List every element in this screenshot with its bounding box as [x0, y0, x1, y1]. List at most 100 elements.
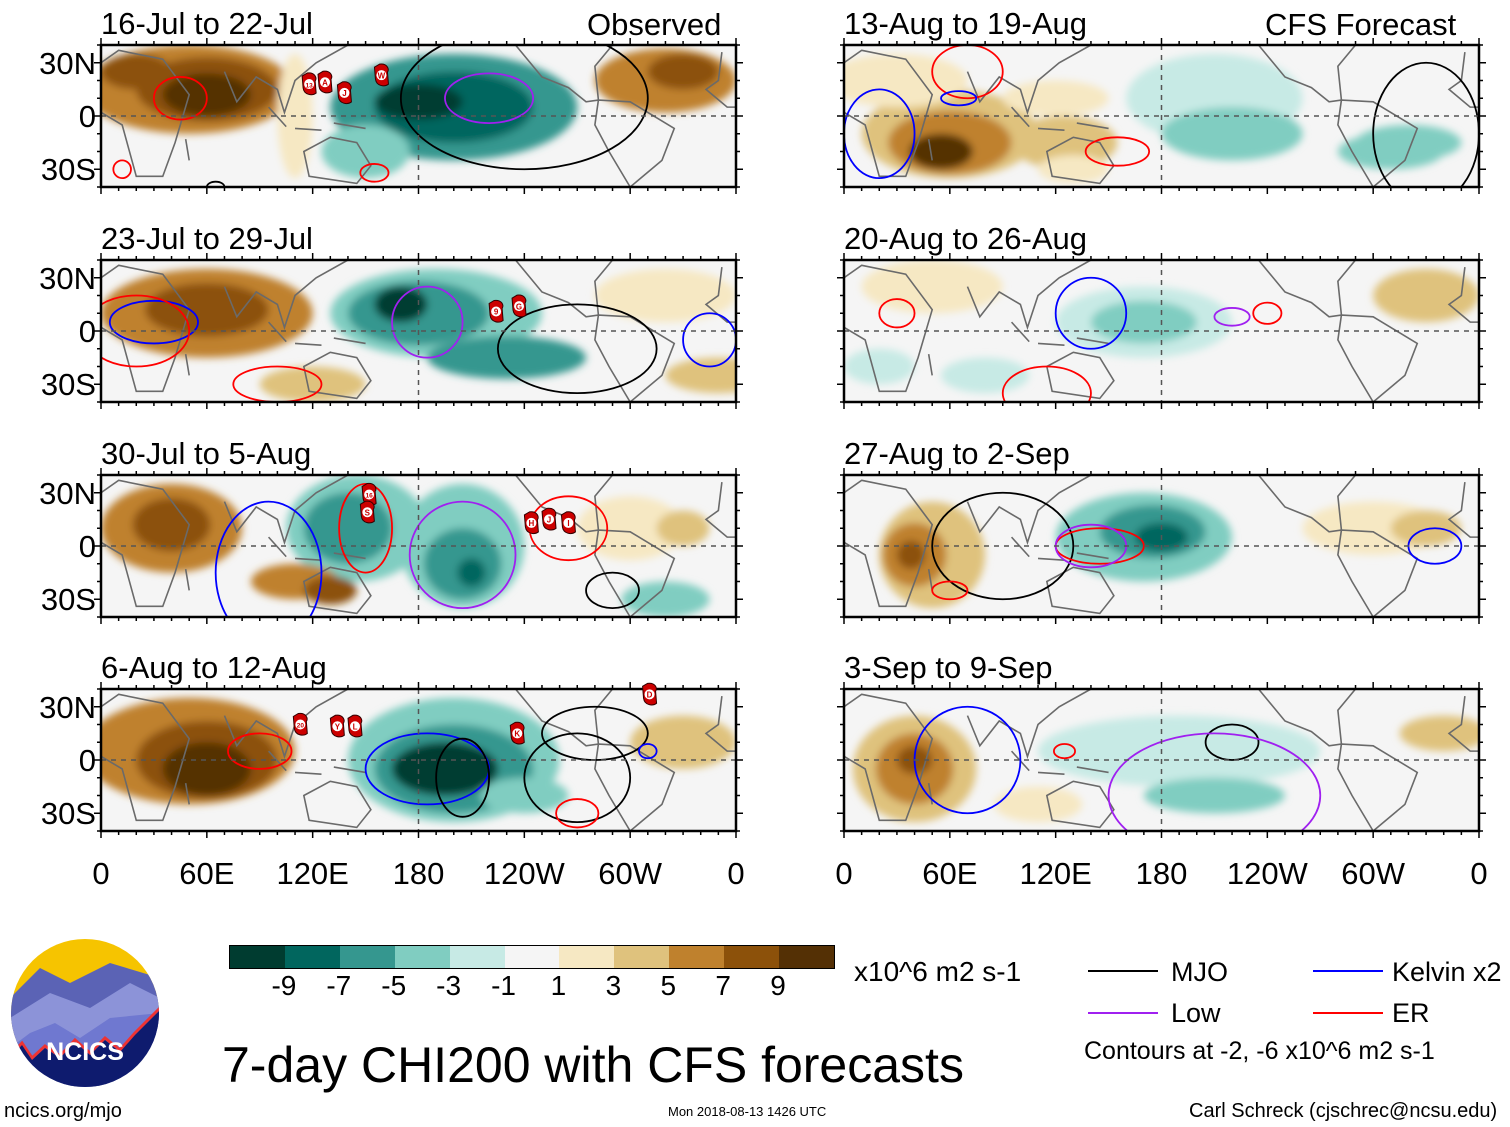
- contour-line: [523, 732, 632, 824]
- tropical-cyclone-icon: D: [642, 682, 658, 706]
- panel-title: 13-Aug to 19-Aug: [844, 6, 1088, 41]
- anomaly-region: [1143, 777, 1285, 814]
- anomaly-region: [594, 268, 736, 323]
- contour-line: [1001, 365, 1092, 402]
- panel-title: 3-Sep to 9-Sep: [844, 650, 1053, 685]
- tropical-cyclone-icon: H: [523, 511, 539, 535]
- anomaly-region: [844, 348, 915, 385]
- tropical-cyclone-icon: L: [347, 714, 363, 738]
- legend-label-mjo: MJO: [1171, 957, 1228, 987]
- colorbar-tick-label: -9: [271, 970, 297, 1001]
- contour-line: [682, 312, 736, 368]
- anomaly-region: [1161, 107, 1303, 161]
- colorbar-swatch: [394, 946, 451, 968]
- coastlines: [844, 45, 1479, 187]
- tropical-cyclone-icon: K: [509, 721, 525, 745]
- contour-line: [1084, 136, 1151, 167]
- lon-tick-label: 120W: [1226, 856, 1308, 891]
- colorbar-tick-label: 1: [550, 970, 567, 1001]
- contour-line: [844, 88, 916, 180]
- colorbar-swatch: [230, 946, 286, 968]
- tropical-cyclone-icon: S: [359, 500, 375, 524]
- contour-line: [435, 737, 490, 818]
- legend-line-er: [1313, 1012, 1383, 1014]
- contour-line: [153, 76, 208, 121]
- tropical-cyclone-icon: Y: [329, 714, 345, 738]
- anomaly-region: [630, 715, 736, 769]
- anomaly-region: [909, 133, 973, 170]
- colorbar-swatch: [669, 946, 726, 968]
- colorbar-tick-label: 5: [660, 970, 677, 1001]
- coastlines: [101, 475, 736, 617]
- logo-text: NCICS: [46, 1038, 124, 1066]
- tropical-cyclone-icon: J: [336, 81, 352, 105]
- lat-tick-label: 30N: [39, 260, 96, 296]
- lon-tick-label: 0: [835, 856, 853, 891]
- panel-title: 20-Aug to 26-Aug: [844, 221, 1088, 256]
- lat-tick-label: 30S: [40, 582, 96, 618]
- anomaly-region: [303, 576, 357, 605]
- forecast-label: CFS Forecast: [1265, 7, 1457, 42]
- storm-label: K: [514, 730, 520, 739]
- contour-line: [931, 580, 969, 601]
- lat-tick-label: 30S: [40, 152, 96, 188]
- tropical-cyclone-icon: A: [317, 70, 333, 94]
- anomaly-region: [993, 786, 1083, 823]
- contour-line: [496, 303, 658, 395]
- storm-label: 13: [306, 82, 314, 89]
- url-link[interactable]: ncics.org/mjo: [4, 1100, 122, 1122]
- contour-line: [1252, 301, 1283, 325]
- storm-label: W: [378, 71, 386, 80]
- colorbar: [229, 945, 835, 969]
- contour-line: [1054, 276, 1128, 350]
- contour-line: [101, 294, 191, 368]
- anomaly-region: [374, 286, 428, 323]
- anomaly-region: [145, 283, 269, 337]
- lon-tick-label: 120E: [1019, 856, 1092, 891]
- colorbar-swatch: [339, 946, 396, 968]
- contours-note: Contours at -2, -6 x10^6 m2 s-1: [1084, 1037, 1435, 1065]
- panel-title: 23-Jul to 29-Jul: [101, 221, 313, 256]
- lat-tick-label: 0: [78, 314, 96, 349]
- anomaly-region: [577, 496, 684, 561]
- anomaly-region: [941, 357, 1030, 394]
- timestamp: Mon 2018-08-13 1426 UTC: [668, 1104, 827, 1119]
- anomaly-region: [621, 581, 710, 617]
- map-panel: 16 S H J I: [94, 468, 743, 624]
- map-panel: [837, 682, 1486, 838]
- colorbar-swatch: [614, 946, 671, 968]
- lat-tick-label: 30S: [40, 367, 96, 403]
- lat-tick-label: 0: [78, 99, 96, 134]
- map-panel: 13 A J W: [94, 38, 743, 194]
- lon-tick-label: 0: [1470, 856, 1488, 891]
- storm-label: J: [547, 516, 551, 525]
- colorbar-swatch: [284, 946, 341, 968]
- storm-label: L: [353, 722, 358, 731]
- anomaly-region: [132, 498, 211, 552]
- legend-line-low: [1088, 1012, 1158, 1014]
- legend-label-kelvin: Kelvin x2: [1392, 957, 1502, 987]
- lon-tick-label: 180: [1135, 856, 1188, 891]
- map-panel: [837, 253, 1486, 409]
- contour-line: [408, 500, 517, 610]
- contour-line: [399, 45, 649, 171]
- coastlines: [844, 689, 1479, 831]
- contour-line: [112, 159, 132, 180]
- colorbar-tick-label: -1: [491, 970, 516, 1001]
- panel-title: 30-Jul to 5-Aug: [101, 436, 312, 471]
- anomaly-region: [1002, 80, 1109, 116]
- lon-tick-label: 0: [727, 856, 745, 891]
- anomaly-region: [427, 336, 587, 379]
- contour-line: [878, 298, 916, 329]
- storm-label: H: [528, 519, 534, 528]
- figure-title: 7-day CHI200 with CFS forecasts: [222, 1037, 964, 1093]
- coastlines: [844, 260, 1479, 402]
- anomaly-region: [303, 492, 393, 564]
- map-panel: 20 Y L K D: [94, 682, 743, 838]
- lon-tick-label: 120E: [276, 856, 349, 891]
- tropical-cyclone-icon: J: [541, 507, 557, 531]
- anomaly-region: [1399, 715, 1479, 752]
- storm-label: S: [365, 508, 371, 517]
- lon-tick-label: 120W: [483, 856, 565, 891]
- map-panel: [837, 38, 1486, 194]
